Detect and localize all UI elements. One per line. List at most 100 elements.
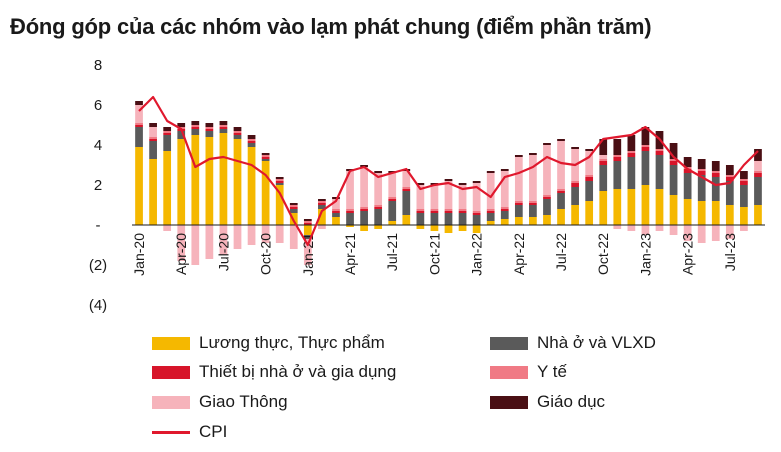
bar-segment [571,147,579,149]
x-tick-label: Jan-23 [637,233,653,276]
bar-segment [725,181,734,205]
bar-segment [557,193,565,209]
x-tick-label: Jul-23 [722,233,738,271]
bar-segment [303,221,312,223]
bar-segment [585,181,594,201]
x-tick-label: Oct-21 [426,233,442,275]
bar-segment [557,191,565,193]
bar-segment [486,211,495,213]
bar-segment [571,183,579,187]
bar-segment [641,151,650,185]
bar-segment [219,121,228,125]
bar-segment [585,149,594,151]
y-tick-label: 8 [94,57,102,74]
bar-segment [725,165,734,175]
bar-segment [219,125,228,127]
bar-segment [514,203,523,205]
bar-segment [149,137,157,139]
legend-label-education: Giáo dục [537,392,606,411]
bar-segment [514,201,523,203]
bar-segment [500,171,509,207]
bar-segment [740,181,748,185]
bar-segment [289,205,298,207]
bar-segment [627,189,636,225]
legend-item-transport: Giao Thông [152,391,288,413]
bar-segment [374,209,383,225]
bar-segment [374,207,383,209]
bar-segment [346,171,354,209]
x-tick-label: Apr-20 [173,233,189,275]
bar-segment [416,185,425,209]
bar-segment [135,123,143,125]
bar-segment [388,199,397,201]
bar-segment [149,139,157,141]
bar-segment [655,225,664,231]
bar-segment [346,209,354,211]
y-tick-label: 2 [94,177,102,194]
bar-segment [135,147,143,225]
x-tick-label: Jan-21 [300,233,316,276]
bar-segment [725,177,734,181]
bar-segment [318,209,326,225]
bar-segment [641,127,650,145]
bar-segment [486,213,495,221]
bar-segment [219,129,228,133]
bar-segment [430,225,439,231]
stacked-bar-chart: (4) (2) - 2 4 6 8 Jan-20 Apr-20 Jul-20 Oct-20 Jan-2… [89,57,765,314]
bar-segment [613,139,622,155]
bar-segment [697,171,706,175]
bar-segment [233,133,242,135]
bar-segment [613,225,622,229]
bar-segment [711,171,720,173]
bar-segment [613,161,622,189]
bar-segment [472,213,481,215]
bar-segment [275,185,284,225]
bar-segment [599,155,608,159]
bar-segment [318,199,326,201]
bar-segment [627,153,636,157]
bar-segment [557,139,565,141]
bar-segment [360,211,368,225]
bar-segment [275,179,284,181]
bar-segment [458,211,467,213]
bar-segment [599,139,608,155]
bar-segment [500,169,509,171]
bar-segment [754,173,762,177]
bar-segment [303,235,312,239]
bar-segment [754,177,762,205]
bar-segment [163,127,172,131]
bar-segment [163,131,172,133]
y-tick-label: (4) [89,297,107,314]
bar-segment [430,211,439,213]
bar-segment [514,155,523,157]
bar-segment [754,161,762,171]
bar-segment [374,173,383,205]
bar-segment [669,165,678,195]
bar-segment [233,135,242,139]
bar-segment [683,225,692,241]
bar-segment [303,239,312,265]
legend-item-food: Lương thực, Thực phẩm [152,332,385,354]
bar-segment [683,169,692,173]
bar-segment [416,213,425,225]
bar-segment [557,209,565,225]
bar-segment [599,159,608,161]
bar-segment [191,125,200,127]
bar-segment [149,159,157,225]
legend-swatch-food [152,336,190,350]
bar-segment [318,205,326,209]
bar-segment [740,207,748,225]
bar-segment [557,141,565,189]
legend-swatch-housing [490,336,528,350]
legend-swatch-education [490,395,528,409]
legend-item-housing: Nhà ở và VLXD [490,332,656,354]
bar-segment [416,225,425,229]
bar-segment [585,151,594,175]
bar-segment [571,187,579,205]
bar-segment [191,225,200,265]
legend-item-cpi: CPI [152,421,227,443]
legend-item-education: Giáo dục [490,391,605,413]
legend-item-household-equipment: Thiết bị nhà ở và gia dụng [152,361,396,383]
bar-segment [444,181,453,209]
bar-segment [205,129,214,131]
